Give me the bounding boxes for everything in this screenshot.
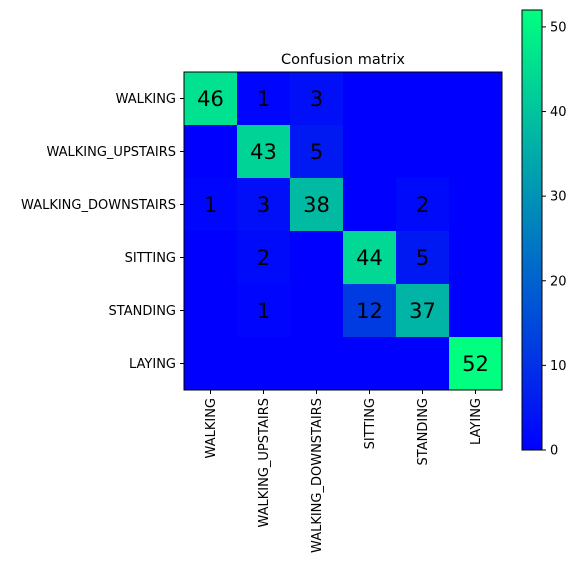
cell-value-r5-c5: 52 <box>462 352 489 376</box>
plot-frame <box>183 71 503 391</box>
chart-title: Confusion matrix <box>281 52 405 68</box>
x-tick-label: WALKING_DOWNSTAIRS <box>310 398 325 553</box>
x-tick-label: LAYING <box>469 398 484 445</box>
heatmap-cell-r4-c5 <box>449 284 503 338</box>
heatmap-cell-r3-c5 <box>449 231 503 285</box>
cell-value-r2-c2: 38 <box>303 193 330 217</box>
cell-value-r3-c3: 44 <box>356 246 383 270</box>
cell-value-r3-c4: 5 <box>416 246 429 270</box>
heatmap-cell-r1-c0 <box>184 125 238 179</box>
heatmap-cell-r2-c3 <box>343 178 397 232</box>
heatmap-cell-r4-c3 <box>343 284 397 338</box>
x-tick-label: WALKING_UPSTAIRS <box>257 398 272 528</box>
y-tick-label: WALKING_DOWNSTAIRS <box>21 198 176 213</box>
heatmap-cells <box>184 72 503 391</box>
heatmap-cell-r0-c0 <box>184 72 238 126</box>
colorbar-tick-label: 50 <box>550 20 567 35</box>
heatmap-cell-r0-c5 <box>449 72 503 126</box>
heatmap-cell-r2-c4 <box>396 178 450 232</box>
colorbar: 0 10 20 30 40 50 <box>521 9 567 459</box>
heatmap-cell-r0-c4 <box>396 72 450 126</box>
y-tick-label: WALKING <box>116 92 176 107</box>
y-axis: WALKING WALKING_UPSTAIRS WALKING_DOWNSTAIR… <box>21 92 184 372</box>
heatmap-cell-r3-c4 <box>396 231 450 285</box>
heatmap-cell-r3-c3 <box>343 231 397 285</box>
colorbar-gradient <box>521 9 543 451</box>
heatmap-cell-values: 46 1 3 43 5 1 3 38 2 2 44 5 1 12 37 52 <box>197 87 489 376</box>
cell-value-r0-c0: 46 <box>197 87 224 111</box>
heatmap-cell-r1-c1 <box>237 125 291 179</box>
y-tick-label: STANDING <box>109 304 176 319</box>
cell-value-r0-c2: 3 <box>310 87 323 111</box>
heatmap-cell-r4-c4 <box>396 284 450 338</box>
cell-value-r4-c4: 37 <box>409 299 436 323</box>
heatmap-cell-r2-c2 <box>290 178 344 232</box>
cell-value-r1-c2: 5 <box>310 140 323 164</box>
x-tick-label: SITTING <box>363 398 378 449</box>
heatmap-cell-r0-c1 <box>237 72 291 126</box>
heatmap-cell-r1-c3 <box>343 125 397 179</box>
cell-value-r2-c4: 2 <box>416 193 429 217</box>
heatmap-cell-r5-c0 <box>184 337 238 391</box>
heatmap-cell-r2-c1 <box>237 178 291 232</box>
y-tick-label: SITTING <box>125 251 176 266</box>
cell-value-r2-c0: 1 <box>204 193 217 217</box>
cell-value-r2-c1: 3 <box>257 193 270 217</box>
colorbar-tick-label: 10 <box>550 359 567 374</box>
heatmap-cell-r5-c3 <box>343 337 397 391</box>
y-tick-label: WALKING_UPSTAIRS <box>47 145 177 160</box>
cell-value-r0-c1: 1 <box>257 87 270 111</box>
heatmap-cell-r5-c4 <box>396 337 450 391</box>
heatmap-cell-r0-c3 <box>343 72 397 126</box>
cell-value-r3-c1: 2 <box>257 246 270 270</box>
cell-value-r1-c1: 43 <box>250 140 277 164</box>
heatmap-cell-r5-c2 <box>290 337 344 391</box>
heatmap-cell-r5-c5 <box>449 337 503 391</box>
colorbar-tick-label: 30 <box>550 190 567 205</box>
heatmap-cell-r2-c5 <box>449 178 503 232</box>
y-tick-label: LAYING <box>129 357 176 372</box>
x-tick-label: STANDING <box>416 398 431 465</box>
heatmap-cell-r4-c2 <box>290 284 344 338</box>
x-axis: WALKING WALKING_UPSTAIRS WALKING_DOWNSTAIR… <box>204 390 484 553</box>
heatmap-cell-r3-c2 <box>290 231 344 285</box>
heatmap-cell-r1-c4 <box>396 125 450 179</box>
heatmap-cell-r5-c1 <box>237 337 291 391</box>
cell-value-r4-c3: 12 <box>356 299 383 323</box>
colorbar-tick-label: 20 <box>550 274 567 289</box>
heatmap-cell-r3-c0 <box>184 231 238 285</box>
heatmap-cell-r2-c0 <box>184 178 238 232</box>
heatmap-cell-r1-c2 <box>290 125 344 179</box>
heatmap-cell-r1-c5 <box>449 125 503 179</box>
heatmap-cell-r4-c1 <box>237 284 291 338</box>
heatmap-cell-r4-c0 <box>184 284 238 338</box>
cell-value-r4-c1: 1 <box>257 299 270 323</box>
colorbar-tick-label: 40 <box>550 105 567 120</box>
heatmap-cell-r0-c2 <box>290 72 344 126</box>
colorbar-tick-label: 0 <box>550 444 558 459</box>
heatmap-cell-r3-c1 <box>237 231 291 285</box>
x-tick-label: WALKING <box>204 398 219 458</box>
